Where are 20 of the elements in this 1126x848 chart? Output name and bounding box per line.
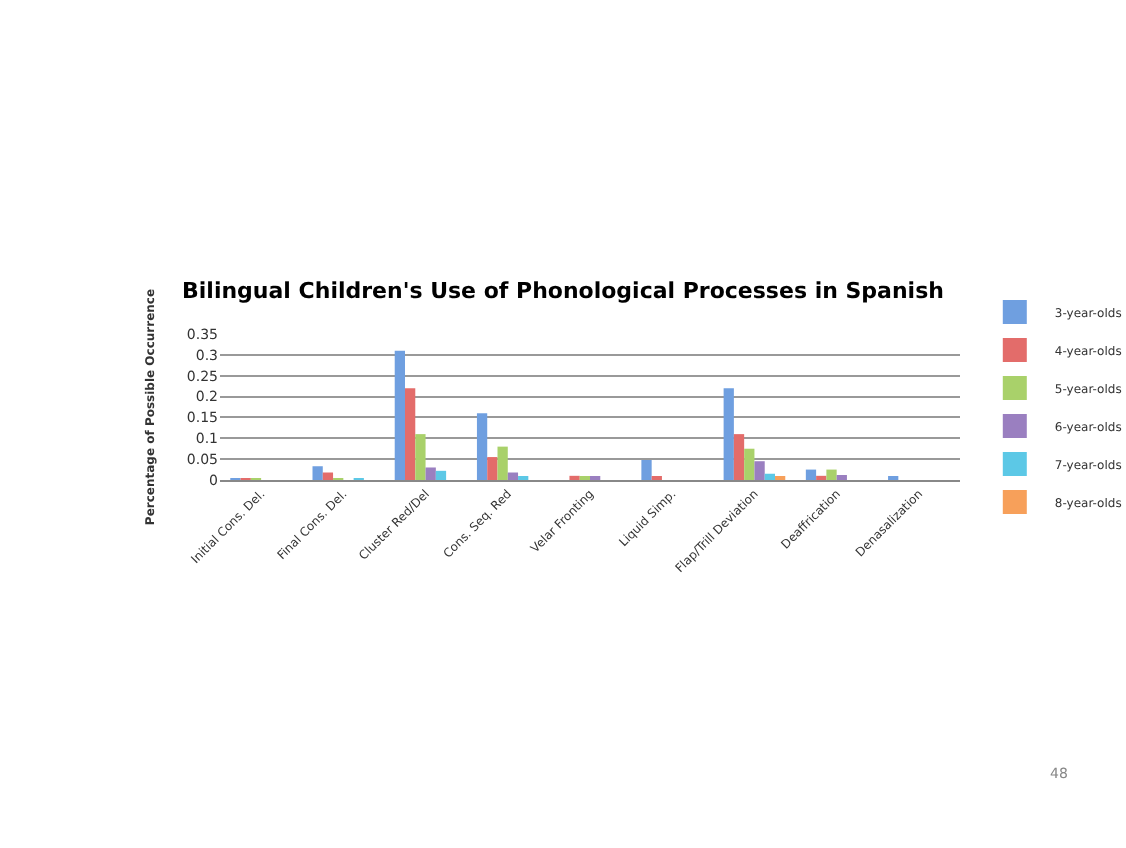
bar (744, 448, 755, 480)
bar (312, 466, 323, 480)
bar (641, 459, 652, 480)
bar (394, 350, 405, 480)
bar (405, 388, 416, 480)
bar (723, 388, 734, 480)
bar (476, 413, 488, 480)
bar (322, 472, 334, 480)
bar (425, 467, 436, 480)
bar (764, 473, 775, 480)
bar (435, 470, 447, 480)
bar (487, 457, 498, 480)
bar (415, 434, 426, 480)
bar (754, 461, 765, 480)
bar (507, 472, 519, 480)
chart-title: Bilingual Children's Use of Phonological Processes in Spanish (182, 277, 944, 304)
bar (826, 469, 837, 480)
bar (733, 434, 745, 480)
bar (805, 469, 817, 480)
bar (497, 446, 508, 480)
